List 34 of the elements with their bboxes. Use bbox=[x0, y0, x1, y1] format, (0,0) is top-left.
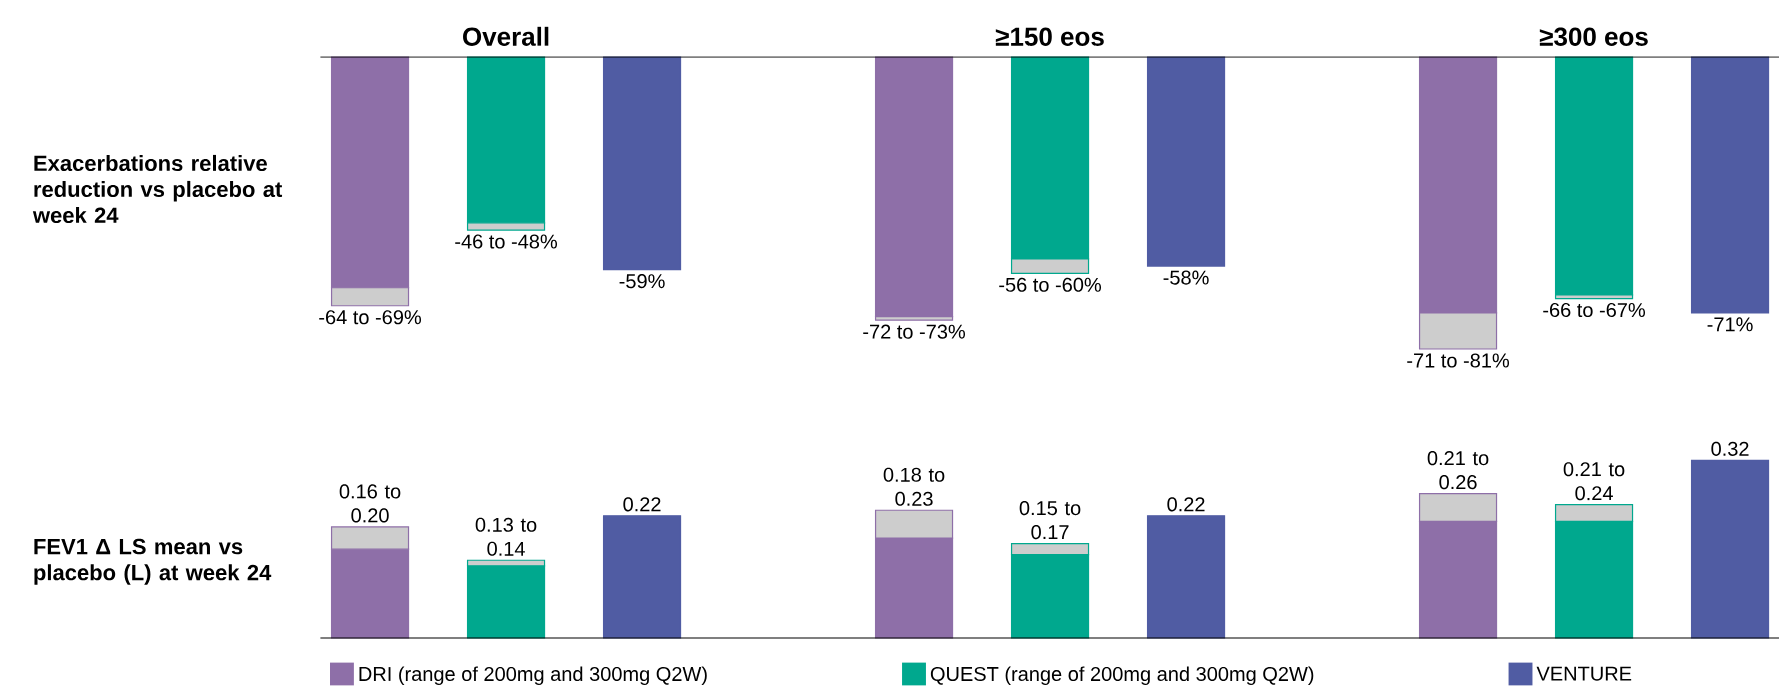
data-label: 0.21 to 0.24 bbox=[1563, 462, 1625, 501]
y-axis-title: FEV1 Δ LS mean vs placebo (L) at week 24 bbox=[34, 538, 272, 585]
bar bbox=[1554, 56, 1634, 296]
data-label: -46 to -48% bbox=[455, 234, 558, 249]
x-tick-label: ≥300 eos bbox=[1539, 27, 1648, 46]
data-label: 0.32 bbox=[1711, 441, 1749, 456]
y-axis-title: Exacerbations relative reduction vs placebo at week 24 bbox=[32, 154, 283, 224]
bar bbox=[1146, 515, 1226, 639]
bar bbox=[1146, 56, 1226, 267]
bar bbox=[874, 56, 954, 318]
data-label: 0.22 bbox=[1167, 497, 1205, 512]
data-label: 0.22 bbox=[623, 497, 661, 512]
data-label: 0.21 to 0.26 bbox=[1427, 451, 1489, 490]
data-label: -66 to -67% bbox=[1543, 302, 1646, 318]
data-label: 0.15 to 0.17 bbox=[1019, 501, 1081, 540]
data-label: -58% bbox=[1163, 270, 1209, 285]
data-label: 0.16 to 0.20 bbox=[339, 484, 401, 523]
data-label: 0.18 to 0.23 bbox=[883, 467, 945, 506]
x-tick-label: ≥150 eos bbox=[995, 27, 1104, 46]
data-label: -56 to -60% bbox=[999, 277, 1102, 292]
bar bbox=[1690, 56, 1770, 314]
data-label: -71 to -81% bbox=[1407, 353, 1510, 368]
data-label: -64 to -69% bbox=[319, 310, 422, 325]
data-label: -59% bbox=[619, 274, 665, 289]
data-label: -71% bbox=[1707, 317, 1753, 332]
x-tick-label: Overall bbox=[463, 26, 549, 46]
bar bbox=[602, 515, 682, 639]
data-label: -72 to -73% bbox=[863, 324, 966, 339]
bar bbox=[602, 56, 682, 271]
bar bbox=[1690, 459, 1770, 639]
legend-label: QUEST (range of 200mg and 300mg Q2W) bbox=[930, 666, 1314, 686]
legend-label: VENTURE bbox=[1536, 666, 1632, 681]
legend-label: DRI (range of 200mg and 300mg Q2W) bbox=[359, 666, 707, 686]
data-label: 0.13 to 0.14 bbox=[475, 517, 537, 556]
